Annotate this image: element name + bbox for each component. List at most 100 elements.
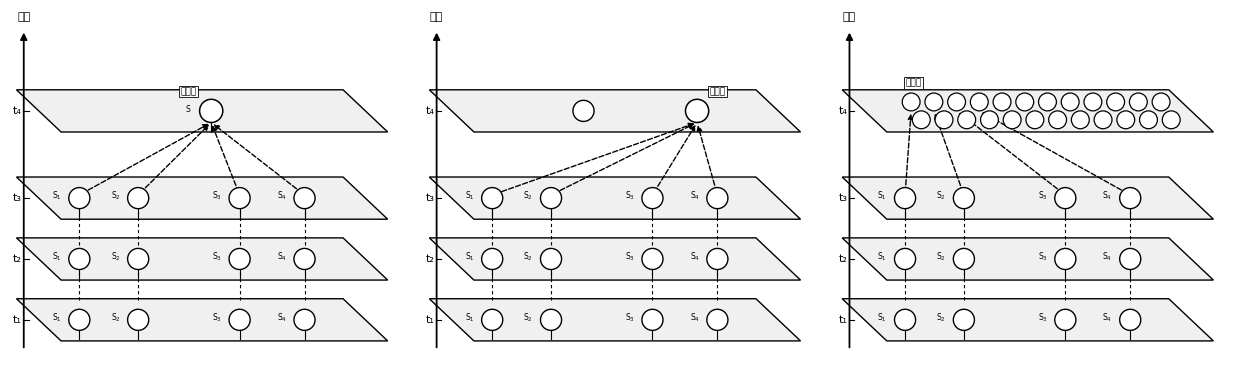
Circle shape (1117, 111, 1135, 129)
Text: S$_{3}$: S$_{3}$ (625, 190, 635, 202)
Circle shape (128, 188, 149, 209)
Text: t₁: t₁ (838, 315, 847, 325)
Circle shape (229, 249, 250, 269)
Text: t₄: t₄ (838, 106, 847, 116)
Polygon shape (16, 299, 388, 341)
Text: S$_{3}$: S$_{3}$ (1038, 312, 1048, 324)
Text: S$_{1}$: S$_{1}$ (465, 312, 475, 324)
Circle shape (1162, 111, 1180, 129)
Text: S$_{2}$: S$_{2}$ (110, 312, 120, 324)
Text: S$_{2}$: S$_{2}$ (936, 312, 946, 324)
Circle shape (913, 111, 930, 129)
Circle shape (541, 188, 562, 209)
Text: t₃: t₃ (12, 193, 22, 203)
Text: S$_{1}$: S$_{1}$ (878, 251, 887, 263)
Text: t₁: t₁ (425, 315, 434, 325)
Circle shape (68, 249, 89, 269)
Polygon shape (842, 90, 1214, 132)
Text: S$_{2}$: S$_{2}$ (523, 190, 533, 202)
Text: t₂: t₂ (425, 254, 434, 264)
Circle shape (954, 249, 975, 269)
Circle shape (128, 249, 149, 269)
Circle shape (1055, 309, 1076, 330)
Circle shape (481, 188, 502, 209)
Circle shape (935, 111, 952, 129)
Text: S$_{2}$: S$_{2}$ (110, 190, 120, 202)
Text: S$_{2}$: S$_{2}$ (936, 251, 946, 263)
Text: S$_{3}$: S$_{3}$ (625, 312, 635, 324)
Circle shape (894, 188, 915, 209)
Text: S$_{3}$: S$_{3}$ (212, 312, 222, 324)
Polygon shape (842, 299, 1214, 341)
Circle shape (971, 93, 988, 111)
Circle shape (1084, 93, 1102, 111)
Text: 时间: 时间 (843, 12, 856, 22)
Circle shape (294, 188, 315, 209)
Circle shape (686, 99, 709, 122)
Text: S$_{3}$: S$_{3}$ (212, 190, 222, 202)
Polygon shape (16, 90, 388, 132)
Circle shape (1016, 93, 1034, 111)
Circle shape (200, 99, 223, 122)
Circle shape (1120, 188, 1141, 209)
Text: S$_{3}$: S$_{3}$ (625, 251, 635, 263)
Circle shape (294, 309, 315, 330)
Circle shape (707, 188, 728, 209)
Text: 预测点: 预测点 (180, 87, 196, 96)
Circle shape (642, 249, 663, 269)
Text: t₃: t₃ (425, 193, 434, 203)
Circle shape (894, 249, 915, 269)
Circle shape (1152, 93, 1171, 111)
Circle shape (642, 309, 663, 330)
Text: S$_{1}$: S$_{1}$ (465, 251, 475, 263)
Circle shape (1140, 111, 1157, 129)
Circle shape (1003, 111, 1021, 129)
Circle shape (1055, 249, 1076, 269)
Circle shape (957, 111, 976, 129)
Text: t₄: t₄ (12, 106, 22, 116)
Text: S$_{3}$: S$_{3}$ (1038, 190, 1048, 202)
Polygon shape (842, 177, 1214, 219)
Text: S$_{4}$: S$_{4}$ (1102, 251, 1112, 263)
Circle shape (481, 309, 502, 330)
Circle shape (903, 93, 920, 111)
Text: S$_{4}$: S$_{4}$ (277, 190, 286, 202)
Circle shape (68, 309, 89, 330)
Circle shape (1071, 111, 1089, 129)
Text: S$_{1}$: S$_{1}$ (878, 190, 887, 202)
Polygon shape (842, 238, 1214, 280)
Polygon shape (429, 299, 801, 341)
Text: 时间: 时间 (430, 12, 443, 22)
Polygon shape (429, 238, 801, 280)
Circle shape (294, 249, 315, 269)
Polygon shape (16, 238, 388, 280)
Text: S$_{2}$: S$_{2}$ (523, 312, 533, 324)
Circle shape (981, 111, 998, 129)
Text: S$_{4}$: S$_{4}$ (277, 312, 286, 324)
Circle shape (1055, 188, 1076, 209)
Text: S$_{2}$: S$_{2}$ (523, 251, 533, 263)
Text: t₃: t₃ (838, 193, 847, 203)
Circle shape (541, 249, 562, 269)
Circle shape (954, 188, 975, 209)
Polygon shape (429, 177, 801, 219)
Circle shape (642, 188, 663, 209)
Circle shape (68, 188, 89, 209)
Text: S$_{2}$: S$_{2}$ (936, 190, 946, 202)
Circle shape (707, 249, 728, 269)
Circle shape (229, 309, 250, 330)
Text: t₂: t₂ (838, 254, 847, 264)
Circle shape (925, 93, 942, 111)
Text: S$_{4}$: S$_{4}$ (689, 251, 699, 263)
Text: 时间: 时间 (17, 12, 31, 22)
Circle shape (894, 309, 915, 330)
Circle shape (1025, 111, 1044, 129)
Circle shape (1120, 309, 1141, 330)
Circle shape (481, 249, 502, 269)
Circle shape (229, 188, 250, 209)
Polygon shape (16, 177, 388, 219)
Text: S$_{1}$: S$_{1}$ (52, 312, 62, 324)
Circle shape (954, 309, 975, 330)
Text: S$_{2}$: S$_{2}$ (110, 251, 120, 263)
Polygon shape (429, 90, 801, 132)
